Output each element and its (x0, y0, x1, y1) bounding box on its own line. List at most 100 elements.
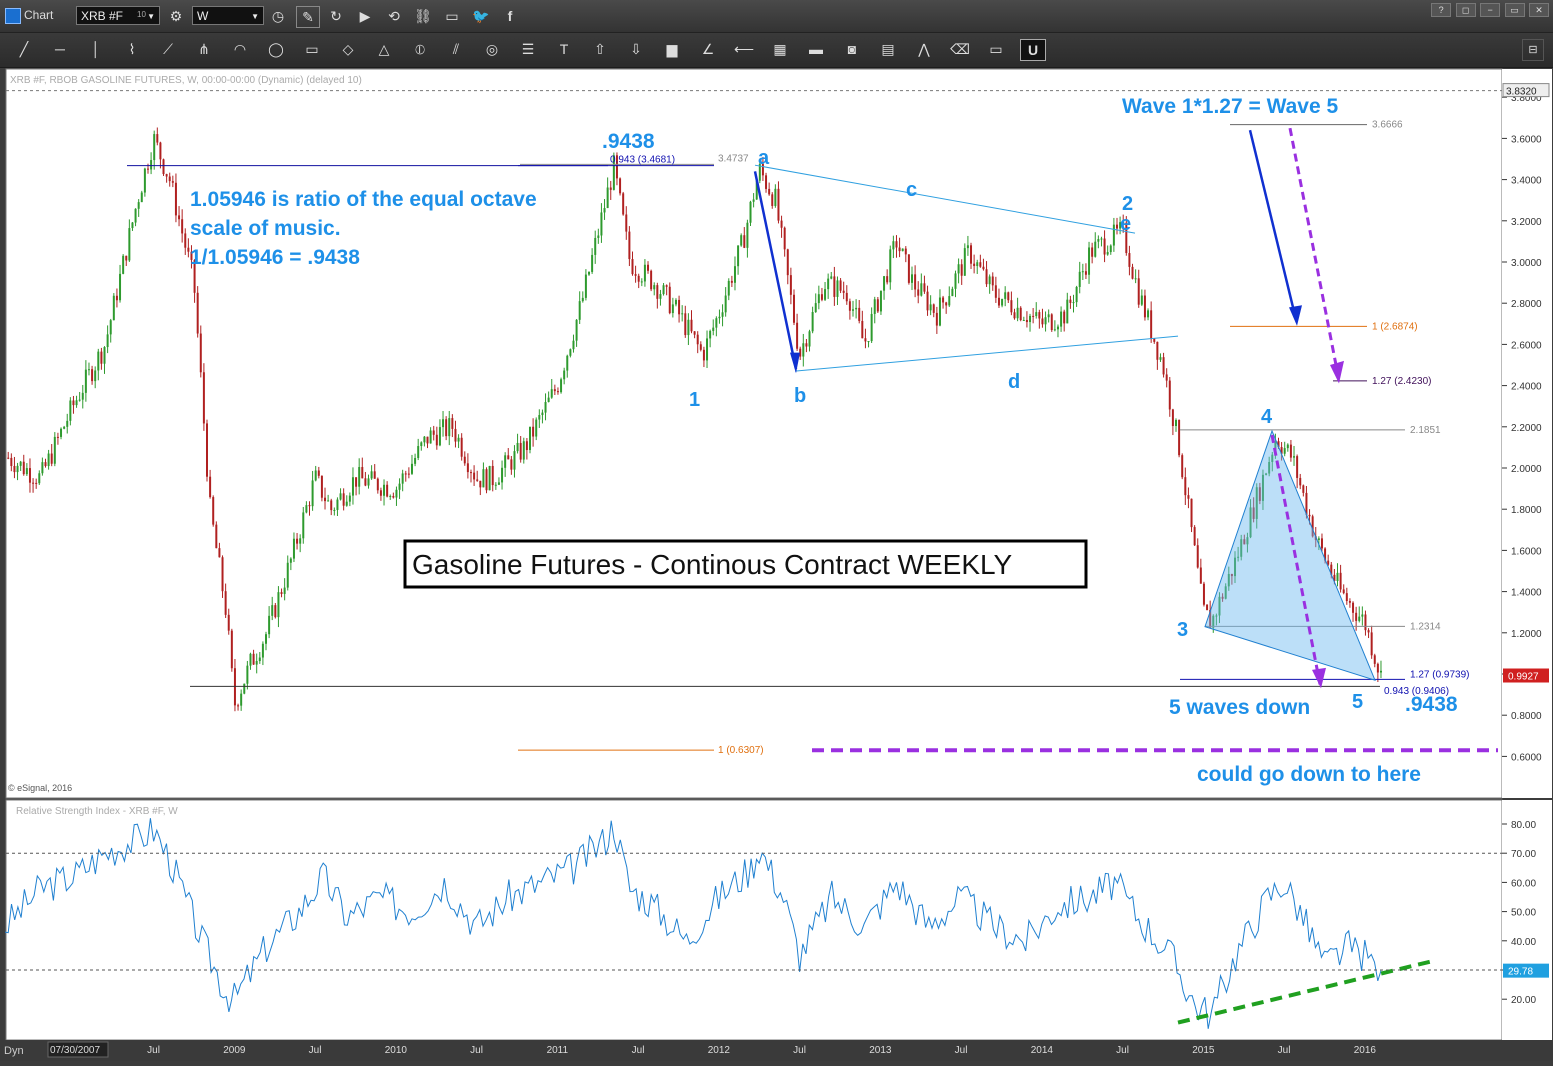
close-button[interactable]: ✕ (1529, 3, 1549, 17)
price-tool-icon[interactable]: ◙ (847, 41, 857, 57)
help-button[interactable]: ? (1431, 3, 1452, 17)
vertical-line-tool-icon[interactable]: │ (91, 41, 101, 57)
comment-icon[interactable]: ▭ (445, 8, 459, 24)
candle-body (1376, 663, 1379, 673)
candle-body (1072, 302, 1075, 304)
candle-body (1150, 310, 1153, 339)
facebook-icon[interactable]: f (507, 8, 513, 24)
candle-body (1196, 545, 1199, 568)
mob-tool-icon[interactable]: ▬ (809, 41, 823, 57)
candle-body (1119, 222, 1122, 229)
ellipse-tool-icon[interactable]: ◯ (268, 41, 284, 57)
candle-body (1305, 492, 1308, 515)
price-tick-label: 3.6000 (1511, 134, 1542, 145)
last-price-badge (1503, 668, 1549, 683)
candle-body (1069, 299, 1072, 303)
minimize-button[interactable]: − (1480, 3, 1501, 17)
candle-body (504, 455, 507, 468)
horizontal-line-tool-icon[interactable]: ─ (55, 41, 65, 57)
time-tick-label: Jul (470, 1045, 483, 1056)
price-tick-label: 1.8000 (1511, 505, 1542, 516)
list-tool-icon[interactable]: ▭ (989, 41, 1003, 57)
angle-tool-icon[interactable]: ∠ (701, 41, 715, 57)
chart-header: XRB #F, RBOB GASOLINE FUTURES, W, 00:00-… (10, 75, 362, 86)
refresh-icon[interactable]: ↻ (330, 8, 342, 24)
symbol-input[interactable]: XRB #F 10 ▼ (76, 6, 160, 25)
line-tool-icon[interactable]: ╱ (19, 41, 29, 57)
elliott-wave-tool-icon[interactable]: ⌇ (128, 41, 136, 57)
fan-tool-icon[interactable]: ⟋ (163, 41, 173, 57)
gann-tool-icon[interactable]: ⟵ (733, 41, 755, 57)
text-tool-icon[interactable]: T (559, 41, 569, 57)
price-tick-label: 1.4000 (1511, 588, 1542, 599)
chart-svg[interactable]: 0.943 (3.4681) 3.4737 3.6666 1 (2.6874) 1.27… (0, 68, 1553, 1061)
fib-label: 1.2314 (1410, 621, 1441, 632)
candle-body (1317, 538, 1320, 540)
candle-body (1084, 271, 1087, 275)
candle-body (1283, 448, 1286, 454)
candle-body (780, 220, 783, 228)
candle-body (737, 245, 740, 267)
price-pane[interactable] (5, 68, 1503, 799)
pti-tool-icon[interactable]: ▤ (881, 41, 895, 57)
candle-body (671, 304, 674, 314)
pencil-icon[interactable]: ✎ (296, 6, 320, 28)
candle-body (100, 351, 103, 364)
candle-body (22, 461, 25, 475)
candle-body (50, 453, 53, 464)
lines-tool-icon[interactable]: ☰ (521, 41, 535, 57)
candle-body (833, 276, 836, 297)
symbol-settings-icon[interactable]: ⚙ (169, 8, 183, 24)
candle-body (1109, 245, 1112, 253)
pitchfork-tool-icon[interactable]: ⋔ (198, 41, 210, 57)
eraser-tool-icon[interactable]: ◇ (342, 41, 354, 57)
circle-tool-icon[interactable]: ◎ (485, 41, 499, 57)
rsi-pane[interactable] (5, 799, 1503, 1041)
triangle-tool-icon[interactable]: △ (378, 41, 390, 57)
candle-body (876, 299, 879, 312)
candle-body (178, 215, 181, 220)
arrow-up-tool-icon[interactable]: ⇧ (594, 41, 606, 57)
grid-tool-icon[interactable]: ▦ (773, 41, 787, 57)
rsi-axis[interactable] (1502, 800, 1552, 1040)
price-tick-label: 3.0000 (1511, 258, 1542, 269)
candle-body (494, 484, 497, 486)
cycle-tool-icon[interactable]: ⦶ (414, 41, 426, 57)
clock-icon[interactable]: ◷ (271, 8, 285, 24)
candle-body (63, 426, 66, 429)
candle-body (513, 451, 516, 470)
twitter-icon[interactable]: 🐦 (472, 8, 490, 24)
toolbar-settings-icon[interactable]: ⊟ (1522, 39, 1544, 61)
restore-button[interactable]: ◻ (1455, 3, 1476, 17)
candle-body (873, 299, 876, 314)
candle-body (87, 369, 90, 371)
eraser-all-tool-icon[interactable]: ⌫ (950, 41, 970, 57)
purple-arrow-target (1288, 127, 1340, 376)
arrow-head (1289, 305, 1302, 326)
harmonic-triangle (1204, 429, 1376, 681)
candle-body (420, 442, 423, 447)
chart-area[interactable]: 0.943 (3.4681) 3.4737 3.6666 1 (2.6874) 1.27… (0, 68, 1553, 1061)
candle-body (137, 202, 140, 209)
parallel-lines-tool-icon[interactable]: ⫽ (452, 41, 460, 57)
fib-label: 0.943 (3.4681) (610, 155, 675, 166)
color-tool-icon[interactable]: ▆ (666, 41, 678, 57)
time-axis[interactable] (0, 1040, 1553, 1061)
interval-input[interactable]: W ▼ (192, 6, 264, 25)
candle-body (143, 168, 146, 193)
candle-body (1060, 311, 1063, 327)
arc-tool-icon[interactable]: ◠ (233, 41, 247, 57)
candle-body (103, 347, 106, 364)
rectangle-tool-icon[interactable]: ▭ (305, 41, 319, 57)
maximize-button[interactable]: ▭ (1504, 3, 1525, 17)
zigzag-tool-icon[interactable]: ⋀ (918, 41, 930, 57)
arrow-head (1312, 667, 1326, 689)
replay-icon[interactable]: ⟲ (388, 8, 400, 24)
play-icon[interactable]: ▶ (359, 8, 371, 24)
magnet-tool-icon[interactable]: U (1020, 39, 1046, 61)
candle-body (1159, 357, 1162, 360)
arrow-down-tool-icon[interactable]: ⇩ (630, 41, 642, 57)
link-icon[interactable]: ⛓ (414, 8, 432, 24)
candle-body (171, 181, 174, 183)
candle-body (286, 562, 289, 588)
